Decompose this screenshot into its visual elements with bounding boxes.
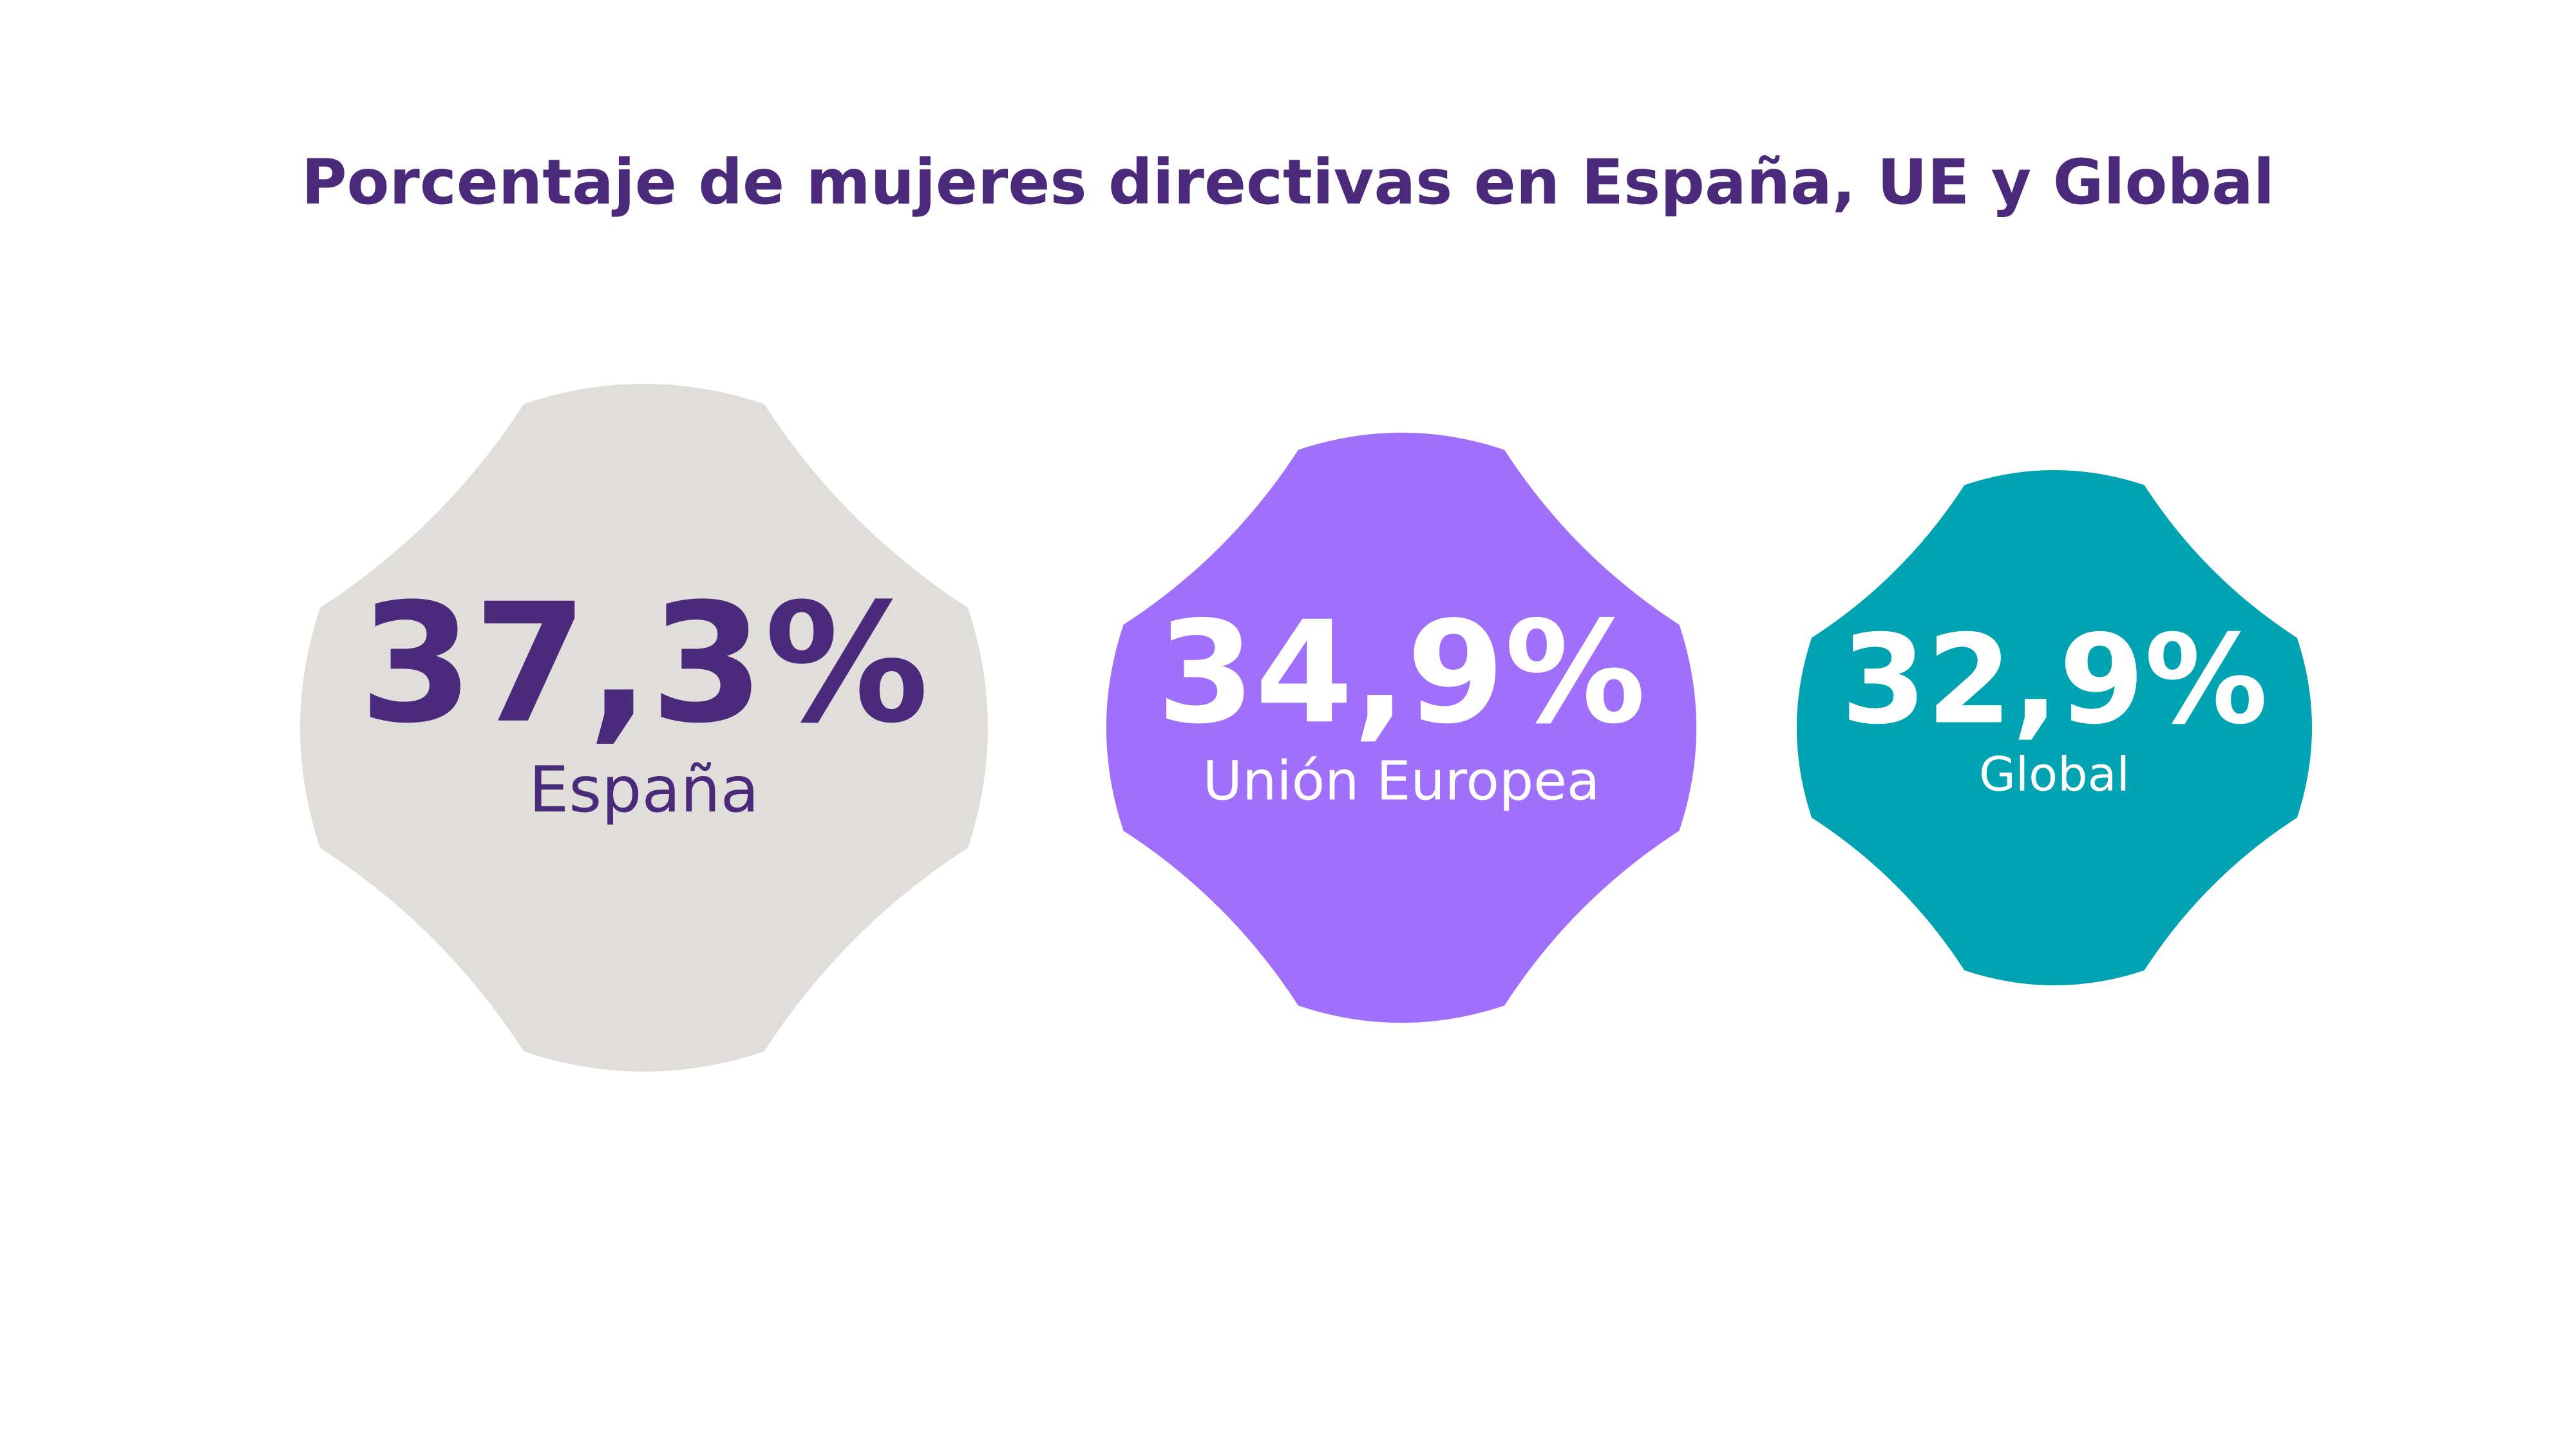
category-label-espana: España [529, 753, 759, 827]
chart-shapes [300, 384, 2313, 1072]
page-title: Porcentaje de mujeres directivas en Espa… [301, 146, 2275, 218]
shape-global [1796, 469, 2313, 986]
chart-value-labels: 37,3% 34,9% 32,9% [359, 569, 2268, 760]
value-label-espana: 37,3% [359, 569, 929, 760]
category-label-union-europea: Unión Europea [1203, 750, 1600, 813]
shape-espana [300, 384, 988, 1072]
value-label-global: 32,9% [1841, 609, 2268, 752]
chart-category-labels: España Unión Europea Global [529, 747, 2130, 827]
value-label-union-europea: 34,9% [1157, 591, 1645, 755]
category-label-global: Global [1979, 747, 2130, 802]
shape-union-europea [1106, 432, 1697, 1023]
